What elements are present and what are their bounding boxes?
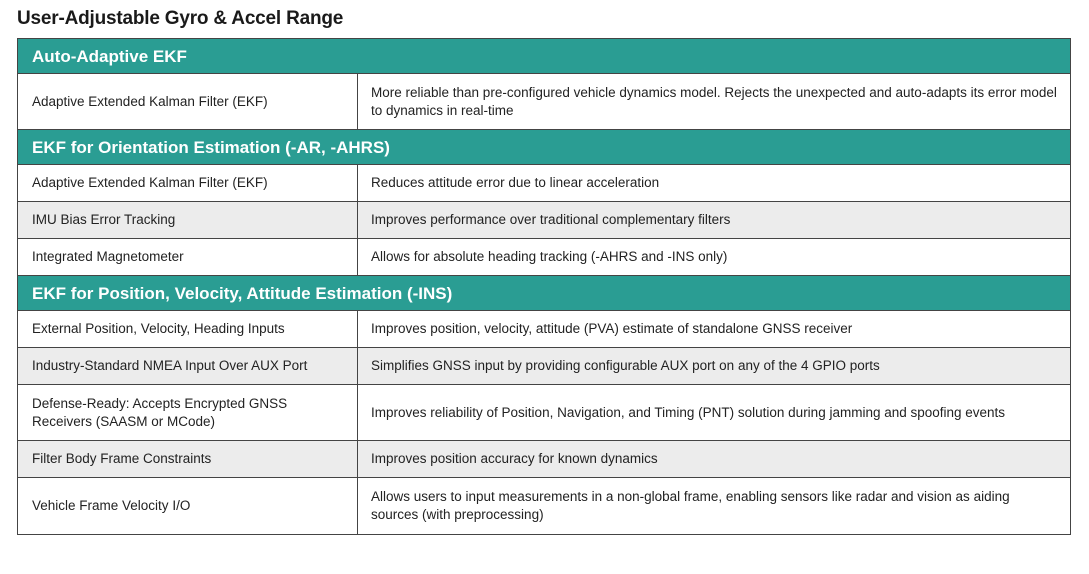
- description-cell: Simplifies GNSS input by providing confi…: [371, 358, 880, 373]
- table-row: Integrated Magnetometer Allows for absol…: [18, 239, 1070, 276]
- feature-cell: Vehicle Frame Velocity I/O: [18, 478, 358, 534]
- table-row: Defense-Ready: Accepts Encrypted GNSS Re…: [18, 385, 1070, 441]
- section-header-orientation-ekf: EKF for Orientation Estimation (-AR, -AH…: [18, 130, 1070, 165]
- feature-cell: IMU Bias Error Tracking: [18, 202, 358, 238]
- feature-cell: Adaptive Extended Kalman Filter (EKF): [18, 74, 358, 129]
- page-title: User-Adjustable Gyro & Accel Range: [17, 8, 344, 29]
- table-row: IMU Bias Error Tracking Improves perform…: [18, 202, 1070, 239]
- description-cell: Improves position accuracy for known dyn…: [371, 451, 658, 466]
- feature-cell: Integrated Magnetometer: [18, 239, 358, 275]
- description-cell: Allows users to input measurements in a …: [371, 489, 1010, 522]
- feature-cell: Industry-Standard NMEA Input Over AUX Po…: [18, 348, 358, 384]
- description-cell: Reduces attitude error due to linear acc…: [371, 175, 660, 190]
- description-cell: Improves position, velocity, attitude (P…: [371, 321, 853, 336]
- description-cell: More reliable than pre-configured vehicl…: [371, 84, 1057, 118]
- table-row: Industry-Standard NMEA Input Over AUX Po…: [18, 348, 1070, 385]
- description-cell: Improves reliability of Position, Naviga…: [371, 404, 1006, 420]
- feature-cell: Filter Body Frame Constraints: [18, 441, 358, 477]
- description-cell: Allows for absolute heading tracking (-A…: [371, 249, 728, 264]
- feature-table: Auto-Adaptive EKF Adaptive Extended Kalm…: [17, 38, 1071, 535]
- feature-cell: Defense-Ready: Accepts Encrypted GNSS Re…: [18, 385, 358, 440]
- section-header-auto-adaptive-ekf: Auto-Adaptive EKF: [18, 39, 1070, 74]
- section-header-ins-ekf: EKF for Position, Velocity, Attitude Est…: [18, 276, 1070, 311]
- table-row: Adaptive Extended Kalman Filter (EKF) Mo…: [18, 74, 1070, 130]
- table-row: Filter Body Frame Constraints Improves p…: [18, 441, 1070, 478]
- table-row: External Position, Velocity, Heading Inp…: [18, 311, 1070, 348]
- feature-cell: External Position, Velocity, Heading Inp…: [18, 311, 358, 347]
- feature-cell: Adaptive Extended Kalman Filter (EKF): [18, 165, 358, 201]
- table-row: Adaptive Extended Kalman Filter (EKF) Re…: [18, 165, 1070, 202]
- table-row: Vehicle Frame Velocity I/O Allows users …: [18, 478, 1070, 534]
- description-cell: Improves performance over traditional co…: [371, 212, 731, 227]
